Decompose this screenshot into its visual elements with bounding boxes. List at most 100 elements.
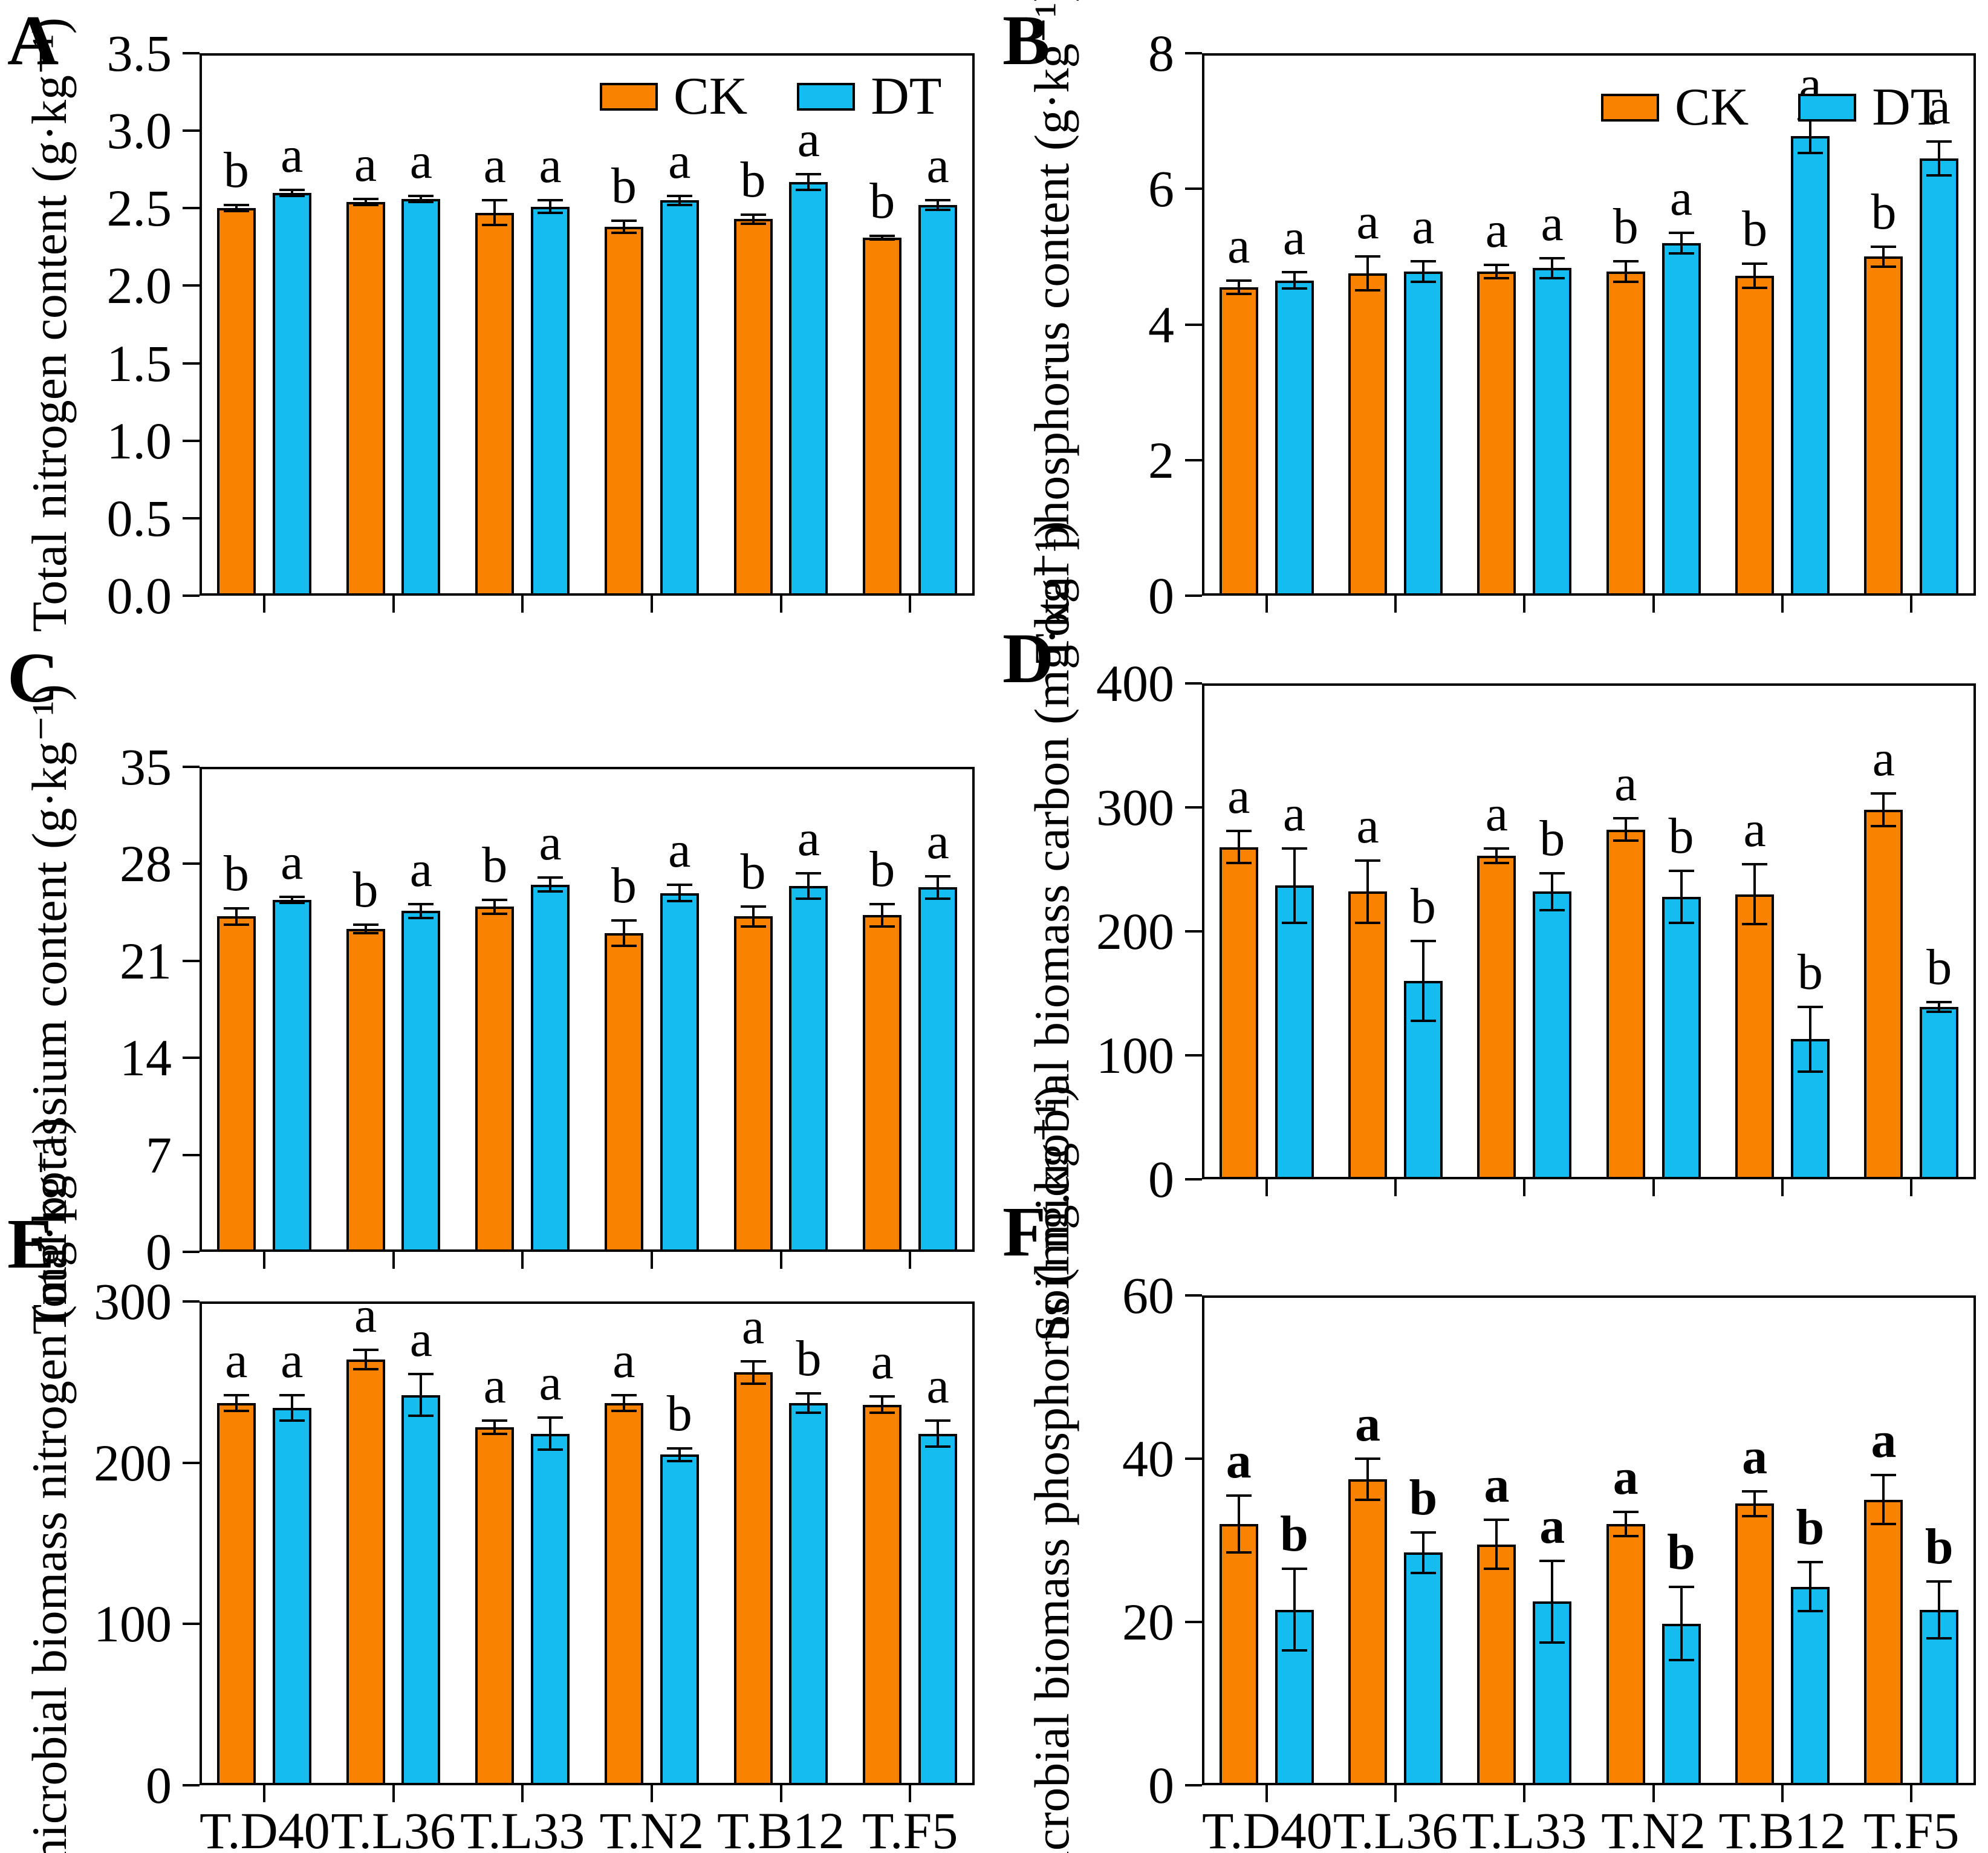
y-tick-label-A: 2.0 bbox=[106, 256, 172, 315]
error-bar-cap bbox=[925, 897, 951, 900]
error-bar bbox=[1808, 1007, 1811, 1072]
y-tick-label-B: 6 bbox=[1148, 160, 1174, 218]
error-bar-cap bbox=[1484, 263, 1510, 266]
y-tick-label-A: 0.0 bbox=[106, 567, 172, 625]
bar-dt-T.F5 bbox=[918, 1433, 958, 1785]
x-category-label: T.L36 bbox=[331, 1802, 456, 1853]
bar-dt-T.D40 bbox=[272, 192, 311, 596]
error-bar bbox=[1551, 1560, 1554, 1643]
significance-letter: a bbox=[483, 1358, 506, 1415]
x-tick-A bbox=[521, 596, 524, 613]
significance-letter: b bbox=[796, 1330, 822, 1387]
significance-letter: b bbox=[1742, 200, 1768, 257]
error-bar-cap bbox=[666, 204, 692, 207]
y-tick-A bbox=[183, 52, 200, 54]
error-bar-cap bbox=[538, 199, 564, 202]
bar-ck-T.L36 bbox=[1348, 273, 1388, 596]
plot-box-F bbox=[1202, 1295, 1976, 1785]
bar-dt-T.L36 bbox=[401, 1395, 441, 1785]
y-tick-label-B: 2 bbox=[1148, 431, 1174, 489]
y-tick-label-B: 4 bbox=[1148, 295, 1174, 354]
bar-ck-T.L36 bbox=[346, 202, 385, 596]
error-bar-cap bbox=[740, 222, 766, 225]
error-bar-cap bbox=[1484, 1519, 1510, 1522]
y-tick-label-C: 35 bbox=[120, 738, 172, 796]
significance-letter: a bbox=[1282, 209, 1306, 266]
x-category-label: T.N2 bbox=[599, 1802, 704, 1853]
y-tick-label-C: 14 bbox=[120, 1029, 172, 1087]
error-bar-cap bbox=[869, 925, 895, 928]
error-bar-cap bbox=[666, 883, 692, 886]
y-tick-C bbox=[183, 959, 200, 962]
error-bar-cap bbox=[352, 1349, 378, 1351]
error-bar-cap bbox=[1539, 871, 1565, 874]
error-bar bbox=[420, 1374, 423, 1416]
error-bar-cap bbox=[1668, 252, 1694, 255]
significance-letter: a bbox=[1872, 731, 1895, 787]
error-bar bbox=[752, 1361, 755, 1384]
significance-letter: b bbox=[1613, 198, 1639, 255]
bar-ck-T.B12 bbox=[733, 916, 773, 1252]
x-tick-B bbox=[1910, 596, 1913, 613]
bar-ck-T.L33 bbox=[1477, 272, 1516, 596]
error-bar-cap bbox=[1539, 277, 1565, 280]
significance-letter: a bbox=[409, 1311, 433, 1367]
y-tick-label-E: 100 bbox=[94, 1595, 172, 1653]
bar-ck-T.B12 bbox=[1735, 1503, 1775, 1785]
error-bar bbox=[1938, 1001, 1941, 1012]
panel-letter-C: C bbox=[7, 638, 59, 717]
x-tick-A bbox=[909, 596, 912, 613]
error-bar-cap bbox=[1355, 289, 1381, 292]
x-tick-A bbox=[779, 596, 782, 613]
error-bar bbox=[1421, 1532, 1424, 1573]
error-bar bbox=[881, 1396, 884, 1413]
significance-letter: a bbox=[225, 1332, 248, 1389]
x-category-label: T.L36 bbox=[1333, 1802, 1458, 1853]
error-bar-cap bbox=[666, 900, 692, 903]
x-tick-D bbox=[1652, 1179, 1655, 1196]
bar-dt-T.N2 bbox=[660, 200, 699, 596]
bar-ck-T.F5 bbox=[1864, 1499, 1903, 1785]
y-tick-label-F: 40 bbox=[1122, 1430, 1174, 1488]
significance-letter: a bbox=[612, 1332, 635, 1389]
significance-letter: a bbox=[281, 126, 304, 183]
significance-letter: a bbox=[1226, 1432, 1252, 1489]
x-tick-F bbox=[1781, 1785, 1784, 1802]
significance-letter: a bbox=[1227, 767, 1250, 824]
significance-letter: b bbox=[1668, 807, 1694, 864]
x-tick-F bbox=[1652, 1785, 1655, 1802]
significance-letter: a bbox=[483, 137, 506, 194]
error-bar bbox=[1882, 1475, 1885, 1524]
error-bar-cap bbox=[1281, 847, 1307, 850]
x-tick-C bbox=[262, 1252, 265, 1269]
bar-dt-T.L36 bbox=[1403, 1552, 1443, 1785]
y-tick-label-F: 20 bbox=[1122, 1593, 1174, 1651]
error-bar-cap bbox=[1613, 280, 1639, 283]
error-bar bbox=[752, 214, 755, 224]
significance-letter: b bbox=[1796, 1499, 1825, 1556]
panel-letter-F: F bbox=[1002, 1192, 1047, 1271]
plot-box-C bbox=[200, 767, 975, 1252]
significance-letter: a bbox=[539, 137, 562, 194]
error-bar bbox=[493, 1421, 496, 1434]
y-tick-B bbox=[1185, 52, 1202, 54]
error-bar-cap bbox=[925, 875, 951, 878]
significance-letter: b bbox=[1409, 1469, 1438, 1526]
error-bar bbox=[290, 897, 293, 903]
y-tick-B bbox=[1185, 323, 1202, 326]
error-bar bbox=[1421, 261, 1424, 282]
error-bar bbox=[1938, 141, 1941, 175]
error-bar-cap bbox=[408, 201, 434, 204]
error-bar bbox=[1551, 258, 1554, 279]
error-bar-cap bbox=[1797, 1006, 1823, 1009]
error-bar-cap bbox=[279, 188, 305, 191]
legend-swatch-dt bbox=[1798, 94, 1857, 122]
error-bar-cap bbox=[223, 1393, 249, 1396]
x-tick-E bbox=[392, 1785, 395, 1802]
x-tick-B bbox=[1781, 596, 1784, 613]
error-bar-cap bbox=[1226, 829, 1252, 832]
error-bar bbox=[1882, 246, 1885, 267]
significance-letter: b bbox=[482, 836, 508, 893]
y-tick-F bbox=[1185, 1457, 1202, 1460]
